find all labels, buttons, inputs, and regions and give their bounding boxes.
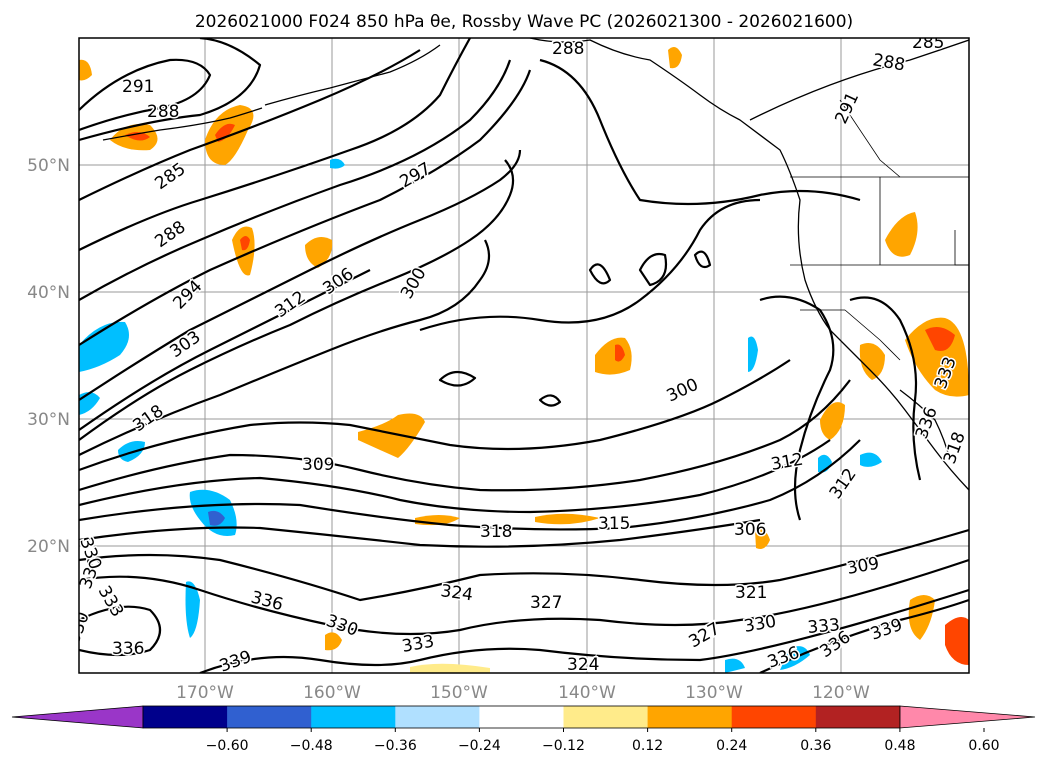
theta-e-contours bbox=[79, 38, 969, 673]
contour-label: 321 bbox=[735, 583, 767, 603]
contour-label: 288 bbox=[147, 102, 179, 122]
contour-label: 285 bbox=[912, 33, 944, 53]
contour-label: 327 bbox=[530, 593, 562, 613]
lon-label: 160°W bbox=[303, 683, 361, 703]
contour-label: 333 bbox=[807, 615, 841, 638]
figure-title: 2026021000 F024 850 hPa θe, Rossby Wave … bbox=[195, 12, 853, 32]
map-frame bbox=[78, 37, 970, 674]
anomaly-shading bbox=[79, 46, 969, 673]
colorbar-bin bbox=[815, 706, 901, 728]
colorbar-tick-label: 0.36 bbox=[800, 738, 831, 754]
lon-label: 140°W bbox=[558, 683, 616, 703]
longitude-labels: 170°W 160°W 150°W 140°W 130°W 120°W bbox=[176, 683, 870, 703]
contour-label: 306 bbox=[734, 520, 766, 540]
colorbar-tick-label: −0.48 bbox=[290, 738, 333, 754]
colorbar-over-extension bbox=[899, 705, 1036, 729]
colorbar-tick-label: −0.24 bbox=[458, 738, 501, 754]
contour-label: 330 bbox=[75, 535, 105, 572]
political-borders bbox=[790, 99, 969, 361]
lon-label: 170°W bbox=[176, 683, 234, 703]
contour-label: 309 bbox=[302, 455, 334, 475]
lat-label: 50°N bbox=[27, 156, 70, 176]
colorbar-bin bbox=[311, 706, 396, 728]
lon-label: 120°W bbox=[812, 683, 870, 703]
colorbar-bin bbox=[563, 706, 649, 728]
colorbar-bin bbox=[395, 706, 480, 728]
contour-label: 288 bbox=[552, 39, 584, 59]
colorbar-tick-label: −0.12 bbox=[542, 738, 585, 754]
colorbar-frame bbox=[142, 705, 901, 729]
lat-label: 30°N bbox=[27, 410, 70, 430]
colorbar-bin bbox=[731, 706, 817, 728]
colorbar-bin bbox=[479, 706, 564, 728]
colorbar: −0.60 −0.48 −0.36 −0.24 −0.12 0.12 0.24 0.36 0.4… bbox=[11, 705, 1036, 754]
contour-label: 318 bbox=[480, 522, 512, 542]
colorbar-tick-label: −0.36 bbox=[374, 738, 417, 754]
latitude-labels: 50°N 40°N 30°N 20°N bbox=[27, 156, 70, 557]
lat-label: 40°N bbox=[27, 283, 70, 303]
colorbar-bin bbox=[647, 706, 733, 728]
colorbar-tick-label: −0.60 bbox=[206, 738, 249, 754]
colorbar-tick-label: 0.60 bbox=[968, 738, 999, 754]
colorbar-tick-label: 0.12 bbox=[632, 738, 663, 754]
lat-label: 20°N bbox=[27, 537, 70, 557]
lon-label: 150°W bbox=[430, 683, 488, 703]
colorbar-bin bbox=[227, 706, 312, 728]
lon-label: 130°W bbox=[685, 683, 743, 703]
colorbar-under-extension bbox=[11, 705, 144, 729]
colorbar-bin bbox=[143, 706, 228, 728]
map-panel: 291 288 285 288 294 303 318 297 306 312 … bbox=[75, 33, 970, 675]
contour-label: 315 bbox=[598, 514, 630, 534]
contour-label: 336 bbox=[112, 639, 144, 659]
coastlines bbox=[102, 38, 969, 491]
colorbar-tick-label: 0.24 bbox=[716, 738, 747, 754]
contour-label: 324 bbox=[567, 655, 599, 675]
contour-label: 291 bbox=[122, 77, 154, 97]
colorbar-tick-label: 0.48 bbox=[884, 738, 915, 754]
